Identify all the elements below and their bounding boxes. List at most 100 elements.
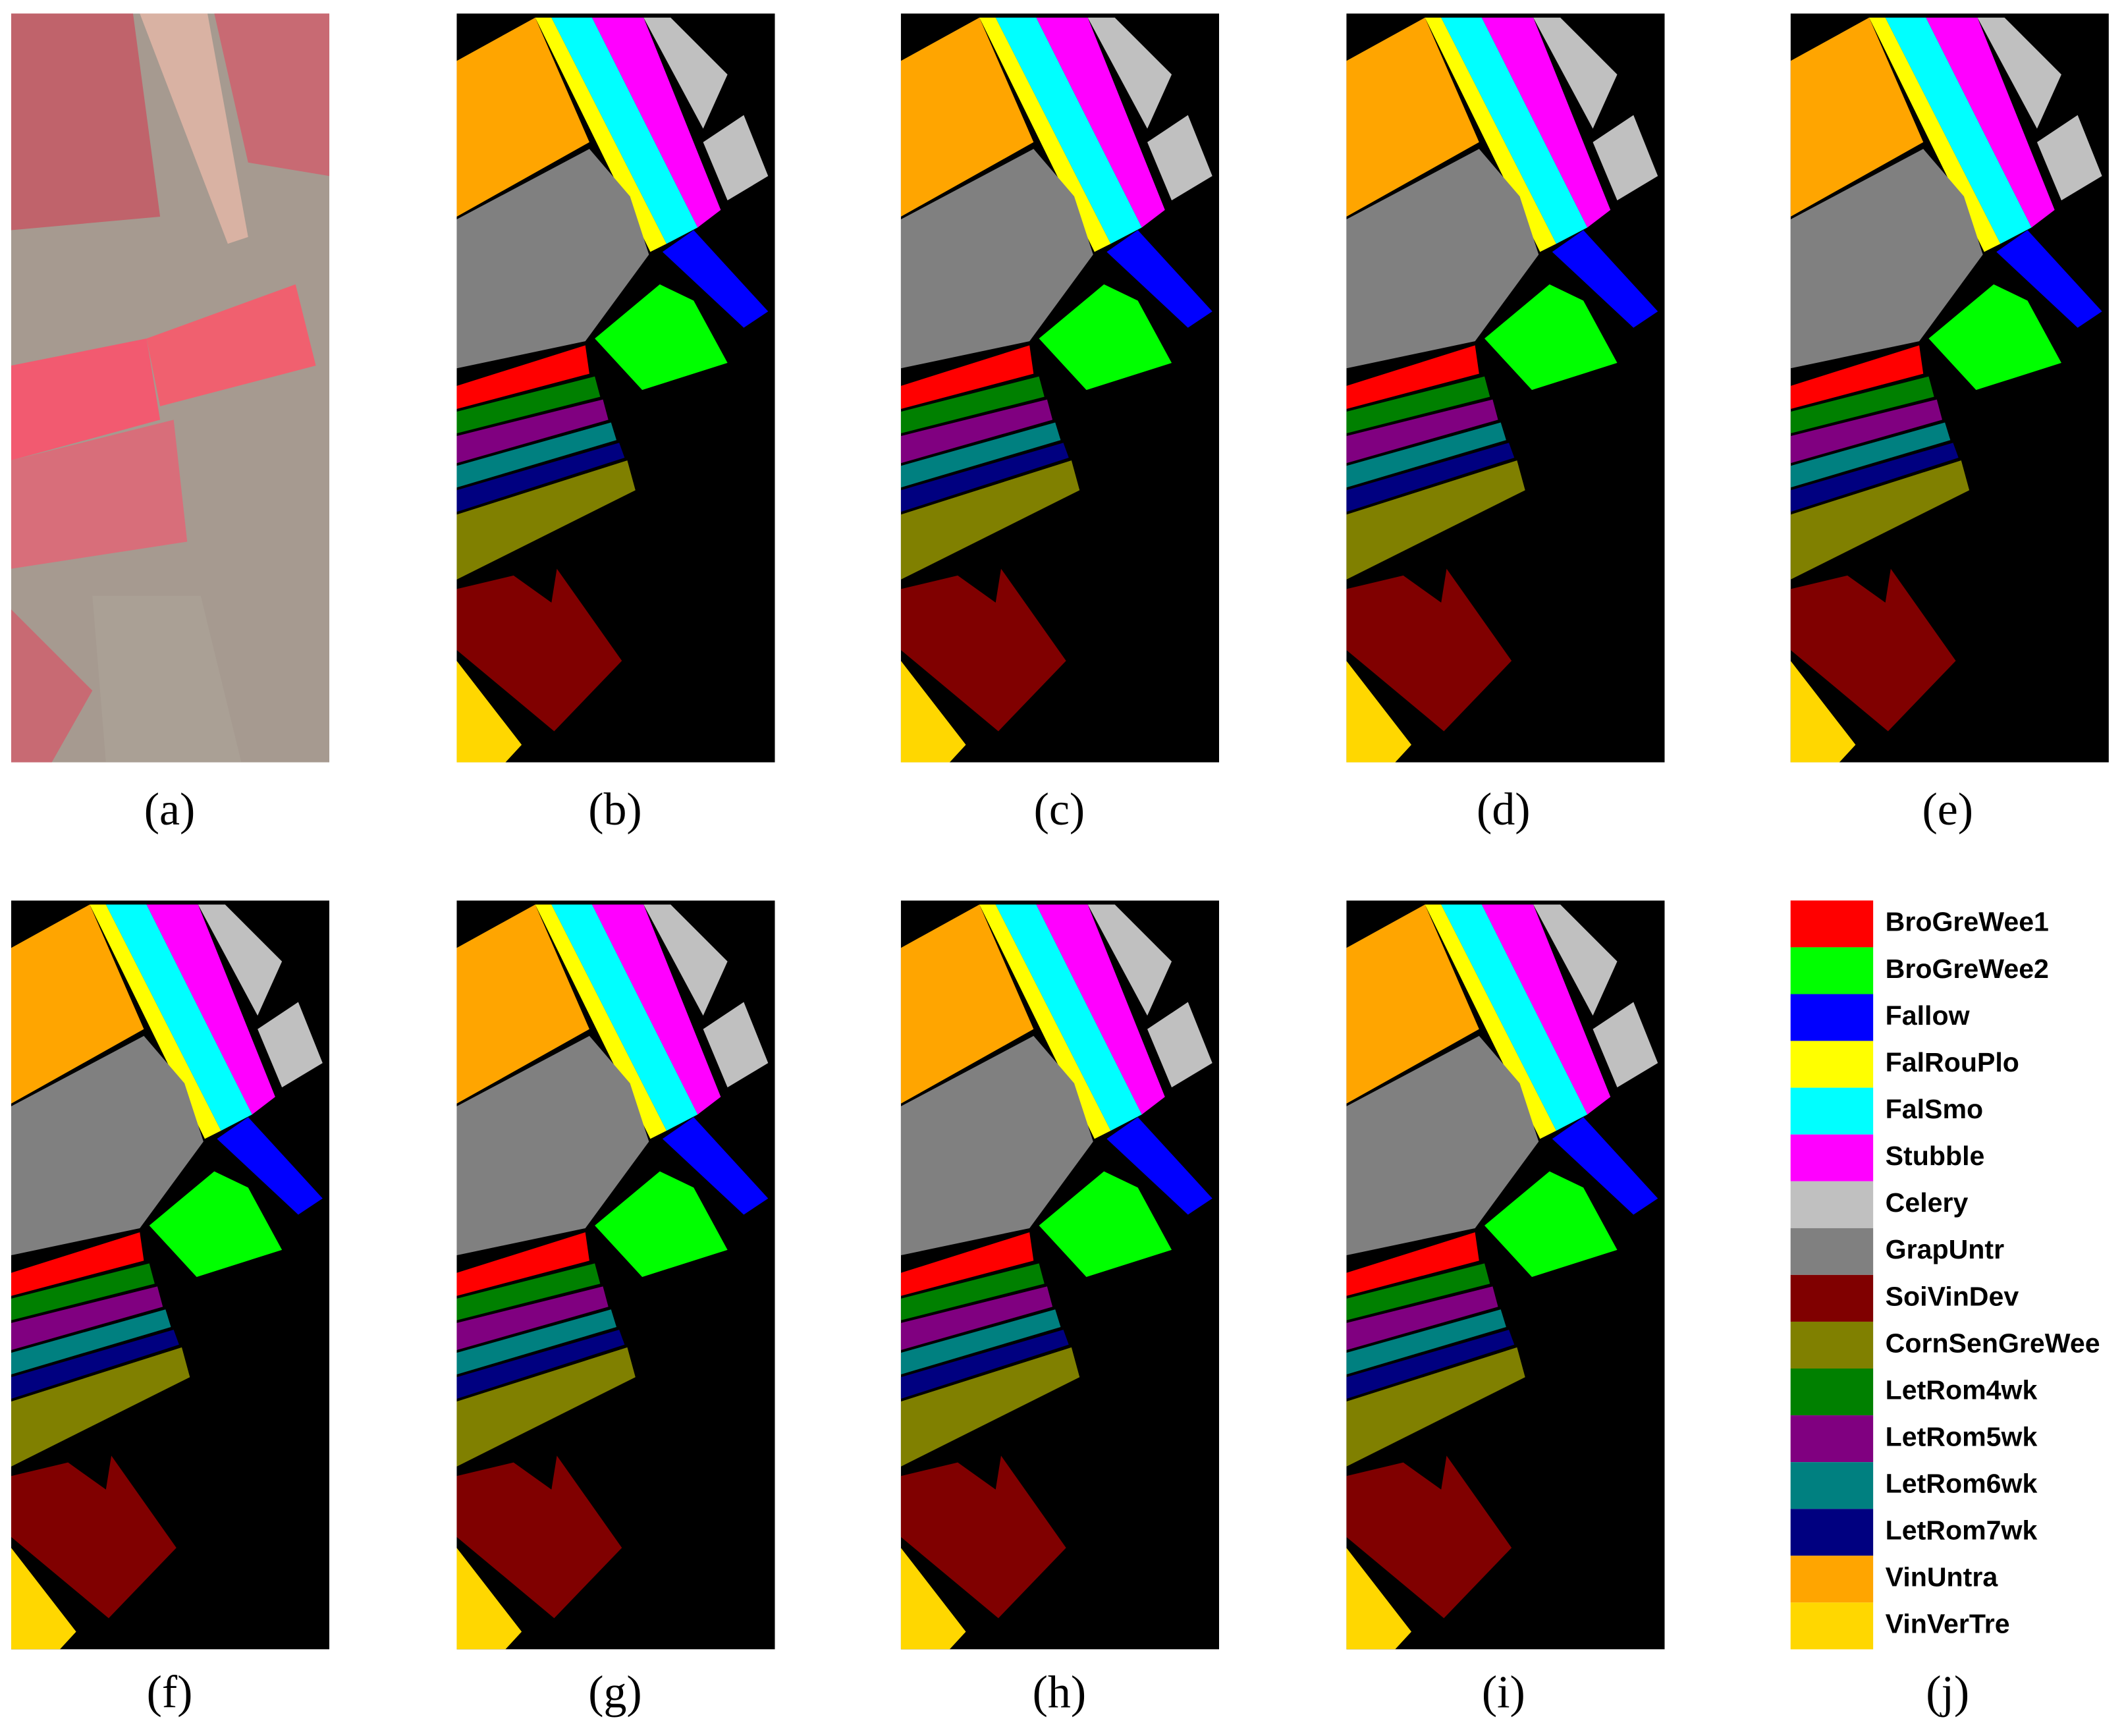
legend-swatch — [1790, 1462, 1874, 1509]
class-region — [456, 1232, 589, 1296]
class-region — [1996, 230, 2102, 328]
class-region — [1346, 345, 1479, 409]
class-region — [456, 1286, 609, 1350]
class-region — [1346, 1330, 1515, 1399]
panel-caption: (h) — [1033, 1667, 1087, 1718]
class-region — [551, 17, 698, 244]
class-region — [551, 904, 698, 1131]
class-region — [456, 1347, 636, 1467]
class-region — [595, 1171, 728, 1277]
class-region — [1481, 904, 1611, 1115]
class-region — [105, 904, 252, 1131]
class-region — [90, 904, 221, 1139]
class-region — [995, 904, 1142, 1131]
field — [11, 420, 188, 569]
field — [11, 609, 93, 763]
class-region — [1346, 1347, 1525, 1467]
class-region — [1087, 17, 1172, 129]
panel-caption: (f) — [147, 1667, 193, 1718]
legend-label: SoiVinDev — [1886, 1281, 2019, 1311]
class-region — [11, 1347, 190, 1467]
class-region — [456, 376, 601, 433]
class-region — [456, 568, 622, 732]
class-region — [456, 17, 589, 217]
legend-label: Fallow — [1886, 1000, 1971, 1031]
class-region — [456, 904, 589, 1104]
class-region — [1790, 568, 1956, 732]
class-region — [595, 284, 728, 391]
legend-label: FalSmo — [1886, 1094, 1983, 1124]
legend-swatch — [1790, 994, 1874, 1041]
class-region — [535, 904, 667, 1139]
class-region — [900, 1455, 1066, 1619]
class-region — [1346, 1035, 1539, 1256]
legend-swatch — [1790, 1369, 1874, 1416]
class-region — [456, 443, 625, 512]
class-region — [900, 460, 1080, 580]
legend-swatch — [1790, 1087, 1874, 1135]
class-region — [1928, 284, 2061, 391]
class-region — [1039, 284, 1172, 391]
class-region — [456, 661, 522, 763]
class-region — [979, 904, 1111, 1139]
class-region — [1593, 1002, 1658, 1088]
class-region — [900, 661, 966, 763]
legend-label: BroGreWee1 — [1886, 907, 2049, 937]
legend-swatch — [1790, 1602, 1874, 1650]
class-region — [1346, 904, 1479, 1104]
class-region — [900, 1548, 966, 1650]
class-region — [11, 1232, 144, 1296]
panel-caption: (d) — [1477, 784, 1531, 835]
class-region — [1346, 17, 1479, 217]
legend-swatch — [1790, 1415, 1874, 1463]
panel-caption: (i) — [1482, 1667, 1525, 1718]
class-region — [11, 1309, 171, 1375]
class-region — [1346, 399, 1498, 464]
class-region — [1346, 422, 1506, 488]
legend-swatch — [1790, 1228, 1874, 1275]
class-region — [1868, 17, 2001, 252]
field — [11, 339, 161, 461]
class-region — [1106, 230, 1212, 328]
class-region — [703, 115, 769, 201]
class-region — [900, 904, 1034, 1104]
classification-map — [11, 900, 330, 1650]
legend-swatch — [1790, 1274, 1874, 1322]
class-region — [1346, 443, 1515, 512]
class-region — [11, 1330, 179, 1399]
class-region — [11, 1548, 76, 1650]
field — [214, 13, 330, 176]
classification-map — [456, 900, 775, 1650]
class-region — [149, 1171, 283, 1277]
class-region — [900, 376, 1045, 433]
legend-swatch — [1790, 947, 1874, 994]
class-region — [1533, 17, 1618, 129]
class-region — [1790, 149, 1983, 369]
class-region — [1552, 1117, 1658, 1215]
panel-caption: (b) — [588, 784, 642, 835]
legend-swatch — [1790, 1556, 1874, 1603]
class-region — [1346, 1309, 1506, 1375]
panel-caption: (g) — [588, 1667, 642, 1718]
class-region — [900, 1347, 1080, 1467]
legend-label: VinVerTre — [1886, 1609, 2010, 1639]
class-region — [643, 904, 728, 1016]
class-region — [662, 230, 769, 328]
panel-caption: (c) — [1034, 784, 1085, 835]
class-region — [1885, 17, 2032, 244]
class-region — [592, 904, 721, 1115]
class-region — [900, 1330, 1069, 1399]
classification-map — [1790, 13, 2109, 763]
legend-label: Celery — [1886, 1187, 1969, 1218]
class-region — [1484, 1171, 1618, 1277]
classification-map — [1346, 900, 1665, 1650]
class-region — [1790, 17, 1924, 217]
class-region — [1346, 376, 1490, 433]
field — [140, 13, 248, 244]
class-region — [900, 1309, 1061, 1375]
class-region — [1106, 1117, 1212, 1215]
legend-swatch — [1790, 1181, 1874, 1228]
class-region — [1593, 115, 1658, 201]
panel-caption: (j) — [1926, 1667, 1969, 1718]
